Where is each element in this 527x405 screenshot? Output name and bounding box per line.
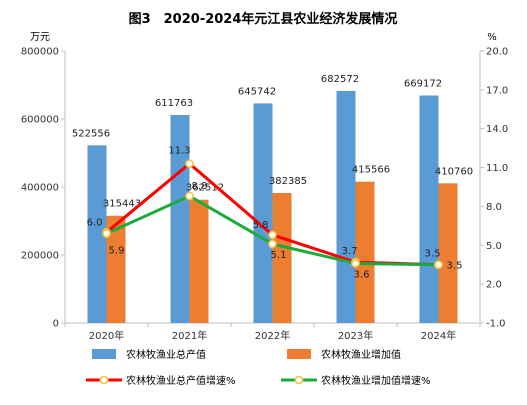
line-point-marker [268, 230, 277, 240]
line-point-marker [185, 191, 194, 201]
right-tick-label: 5.0 [486, 241, 502, 252]
legend-label: 农林牧渔业增加值 [321, 348, 401, 361]
bar-data-label: 382385 [269, 176, 307, 187]
line-point-marker [351, 259, 360, 268]
line-data-label: 11.3 [168, 146, 190, 157]
bar-output [253, 103, 273, 323]
left-tick-label: 800000 [21, 47, 59, 58]
line-data-label: 3.6 [354, 269, 370, 280]
line-data-label: 3.5 [425, 249, 441, 260]
legend-marker [294, 375, 304, 385]
bar-value-added [355, 181, 375, 323]
line-point-marker [102, 229, 111, 239]
right-tick-label: 11.0 [486, 163, 508, 174]
x-tick-label: 2021年 [172, 329, 207, 342]
bar-output [336, 90, 356, 323]
bar-value-added [438, 183, 458, 323]
line-data-label: 3.5 [447, 261, 463, 272]
bar-value-added [272, 192, 292, 323]
line-data-label: 5.9 [109, 246, 125, 257]
line-data-label: 5.1 [271, 250, 287, 261]
left-tick-label: 600000 [21, 115, 59, 126]
bar-output [87, 145, 107, 323]
legend-label: 农林牧渔业总产值 [126, 348, 206, 361]
bar-data-label: 522556 [72, 128, 110, 139]
right-tick-label: -1.0 [486, 319, 506, 330]
plot-area: 0 200000 400000 600000 800000 -1.0 2.0 5.0 8.0 11… [21, 47, 508, 343]
x-tick-label: 2023年 [338, 329, 373, 342]
x-tick-label: 2022年 [255, 329, 290, 342]
line-point-marker [434, 260, 443, 270]
right-tick-label: 2.0 [486, 280, 502, 291]
legend-marker [99, 375, 109, 385]
right-tick-label: 14.0 [486, 124, 508, 135]
chart-title: 图3 2020-2024年元江县农业经济发展情况 [129, 11, 398, 27]
legend-label: 农林牧渔业总产值增速% [126, 374, 236, 387]
bar-data-label: 645742 [238, 86, 276, 97]
right-tick-label: 8.0 [486, 202, 502, 213]
left-axis-unit: 万元 [30, 32, 50, 43]
line-data-label: 6.0 [87, 217, 103, 228]
bar-value-added [189, 199, 209, 323]
bar-value-added [106, 215, 126, 323]
left-tick-label: 200000 [21, 251, 59, 262]
bar-output [419, 95, 439, 323]
legend-swatch [287, 349, 311, 359]
line-data-label: 5.8 [253, 220, 269, 231]
line-data-label: 8.8 [192, 181, 208, 192]
right-tick-label: 17.0 [486, 85, 508, 96]
legend-label: 农林牧渔业增加值增速% [321, 374, 431, 387]
left-tick-label: 400000 [21, 183, 59, 194]
left-tick-label: 0 [53, 319, 59, 330]
bar-data-label: 682572 [321, 74, 359, 85]
right-tick-label: 20.0 [486, 47, 508, 58]
right-axis-unit: % [487, 32, 497, 43]
bar-data-label: 315443 [103, 199, 141, 210]
x-tick-label: 2024年 [421, 329, 456, 342]
bar-data-label: 410760 [435, 166, 473, 177]
bar-data-label: 669172 [404, 78, 442, 89]
legend-swatch [92, 349, 116, 359]
bar-data-label: 362512 [186, 183, 224, 194]
bar-data-label: 415566 [352, 165, 390, 176]
bar-data-label: 611763 [155, 98, 193, 109]
line-data-label: 3.7 [342, 246, 358, 257]
line-point-marker [185, 159, 194, 169]
x-tick-label: 2020年 [89, 329, 124, 342]
line-point-marker [268, 239, 277, 249]
